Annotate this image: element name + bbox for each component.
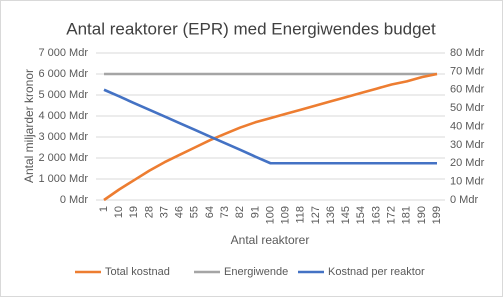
x-tick-label: 172 (385, 206, 397, 224)
x-tick-label: 127 (310, 206, 322, 224)
x-tick-label: 91 (249, 206, 261, 218)
legend-label: Energiwende (224, 266, 288, 278)
y2-tick-label: 10 Mdr (450, 176, 485, 188)
y-tick-label: 4 000 Mdr (38, 110, 88, 122)
x-tick-label: 109 (280, 206, 292, 224)
y2-tick-label: 30 Mdr (450, 139, 485, 151)
x-tick-label: 199 (431, 206, 443, 224)
y-tick-label: 0 Mdr (60, 194, 88, 206)
x-tick-label: 1 (98, 206, 110, 212)
x-tick-label: 118 (295, 206, 307, 224)
x-tick-label: 28 (143, 206, 155, 218)
x-tick-label: 190 (416, 206, 428, 224)
x-tick-label: 163 (370, 206, 382, 224)
y-tick-label: 1 000 Mdr (38, 173, 88, 185)
y2-tick-label: 50 Mdr (450, 102, 485, 114)
y2-tick-label: 20 Mdr (450, 157, 485, 169)
x-tick-label: 145 (340, 206, 352, 224)
y2-tick-label: 70 Mdr (450, 65, 485, 77)
y-axis-title: Antal miljarder kronor (22, 69, 36, 183)
series-line (103, 72, 438, 202)
y-tick-label: 6 000 Mdr (38, 68, 88, 80)
series-line (103, 88, 437, 165)
x-tick-label: 64 (204, 206, 216, 218)
legend-label: Total kostnad (105, 266, 170, 278)
y2-tick-label: 80 Mdr (450, 47, 485, 59)
y2-tick-label: 40 Mdr (450, 120, 485, 132)
y2-tick-label: 0 Mdr (450, 194, 478, 206)
legend-label: Kostnad per reaktor (328, 266, 425, 278)
x-tick-label: 154 (355, 206, 367, 224)
x-tick-label: 82 (234, 206, 246, 218)
y-tick-label: 2 000 Mdr (38, 152, 88, 164)
y2-tick-label: 60 Mdr (450, 84, 485, 96)
x-tick-label: 136 (325, 206, 337, 224)
x-tick-label: 10 (113, 206, 125, 218)
x-tick-label: 19 (128, 206, 140, 218)
x-tick-label: 37 (158, 206, 170, 218)
x-tick-label: 100 (264, 206, 276, 224)
y-tick-label: 3 000 Mdr (38, 131, 88, 143)
y-tick-label: 7 000 Mdr (38, 47, 88, 59)
x-axis-title: Antal reaktorer (231, 233, 310, 247)
x-tick-label: 73 (219, 206, 231, 218)
x-tick-label: 181 (401, 206, 413, 224)
x-tick-label: 46 (174, 206, 186, 218)
x-tick-label: 55 (189, 206, 201, 218)
y-tick-label: 5 000 Mdr (38, 89, 88, 101)
chart-title: Antal reaktorer (EPR) med Energiwendes b… (66, 19, 436, 38)
